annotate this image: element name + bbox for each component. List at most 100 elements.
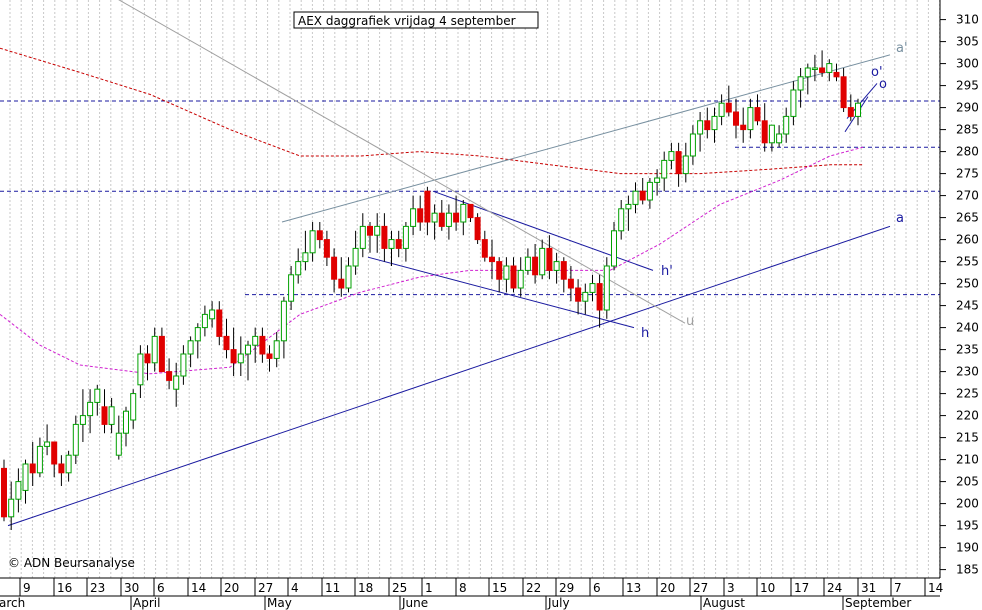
trend-line-a [7,225,891,527]
candle-up [201,313,208,329]
month-label: July [547,596,570,610]
candle-up [517,269,524,289]
y-tick-label: 190 [956,541,979,555]
candle-up [309,230,316,254]
candle-down [575,287,582,302]
y-tick-label: 295 [956,79,979,93]
x-tick-label: 27 [258,581,273,595]
x-tick-label: 6 [593,581,601,595]
candle-up [524,256,531,271]
candle-down [316,230,323,241]
y-tick-label: 230 [956,365,979,379]
candle-down [51,441,58,465]
month-label: May [267,596,292,610]
candle-down [58,463,65,474]
candle-up [359,225,366,249]
candle-down [424,190,431,223]
candle-up [137,353,144,386]
candle-up [252,335,259,346]
credit-text: © ADN Beursanalyse [8,556,135,570]
candle-down [847,107,854,117]
candle-up [374,225,381,236]
x-tick-label: 27 [693,581,708,595]
x-tick-label: 9 [23,581,31,595]
x-tick-label: 14 [191,581,206,595]
x-tick-label: 20 [224,581,239,595]
candle-up [460,203,467,223]
candle-up [855,102,861,117]
y-tick-label: 275 [956,167,979,181]
candle-up [302,252,309,263]
candle-up [151,335,158,364]
x-tick-label: 20 [660,581,675,595]
trend-label-a-prime: a' [896,41,908,56]
month-label: arch [0,596,25,610]
candle-up [797,76,804,91]
candle-up [582,291,589,302]
trend-label-h-prime: h' [661,264,673,279]
candle-down [331,256,338,280]
candle-up [115,432,122,456]
candle-up [625,203,632,210]
candle-up [589,283,596,293]
candle-down [395,239,402,249]
month-label: September [845,596,911,610]
candle-up [747,107,754,131]
candle-up [72,423,79,456]
candle-up [503,265,510,280]
candle-up [194,327,201,342]
candle-up [646,181,653,201]
x-tick-label: 18 [358,581,373,595]
candle-down [481,239,488,258]
x-tick-label: 3 [727,581,735,595]
candle-down [639,190,646,201]
candles [1,50,861,530]
y-tick-label: 305 [956,35,979,49]
candle-up [280,300,287,342]
candle-up [273,340,280,359]
trend-line-a-prime [281,54,891,223]
candle-up [245,344,251,355]
chart-title: AEX daggrafiek vrijdag 4 september [298,14,516,28]
candle-down [417,208,424,223]
candle-up [237,353,244,364]
candle-up [783,115,790,135]
candle-down [323,239,330,258]
trend-label-o: o [879,77,887,92]
trend-label-u: u [686,314,694,329]
x-tick-label: 29 [559,581,574,595]
x-tick-label: 4 [291,581,299,595]
candle-up [603,265,610,311]
y-tick-label: 290 [956,101,979,115]
candle-down [725,102,732,113]
candle-down [467,203,474,219]
y-tick-label: 225 [956,387,979,401]
candle-down [596,283,603,311]
y-tick-label: 270 [956,189,979,203]
candle-up [553,261,560,271]
month-label: June [401,596,428,610]
candle-up [826,63,833,73]
candle-down [144,353,151,364]
candle-up [94,388,101,403]
candle-down [567,278,574,289]
candle-down [546,247,553,271]
candle-up [87,401,94,417]
x-tick-label: 17 [794,581,809,595]
candle-up [682,155,689,175]
candle-down [560,261,567,280]
y-tick-label: 255 [956,255,979,269]
horizontal-levels [0,100,940,296]
candle-up [388,239,395,249]
y-tick-label: 205 [956,475,979,489]
candle-up [345,265,352,289]
candle-up [661,159,668,179]
candle-up [187,340,194,355]
candle-up [108,406,115,425]
y-tick-label: 280 [956,145,979,159]
y-tick-label: 235 [956,343,979,357]
y-tick-label: 300 [956,57,979,71]
trend-label-a: a [896,211,904,226]
x-tick-label: 14 [928,581,943,595]
